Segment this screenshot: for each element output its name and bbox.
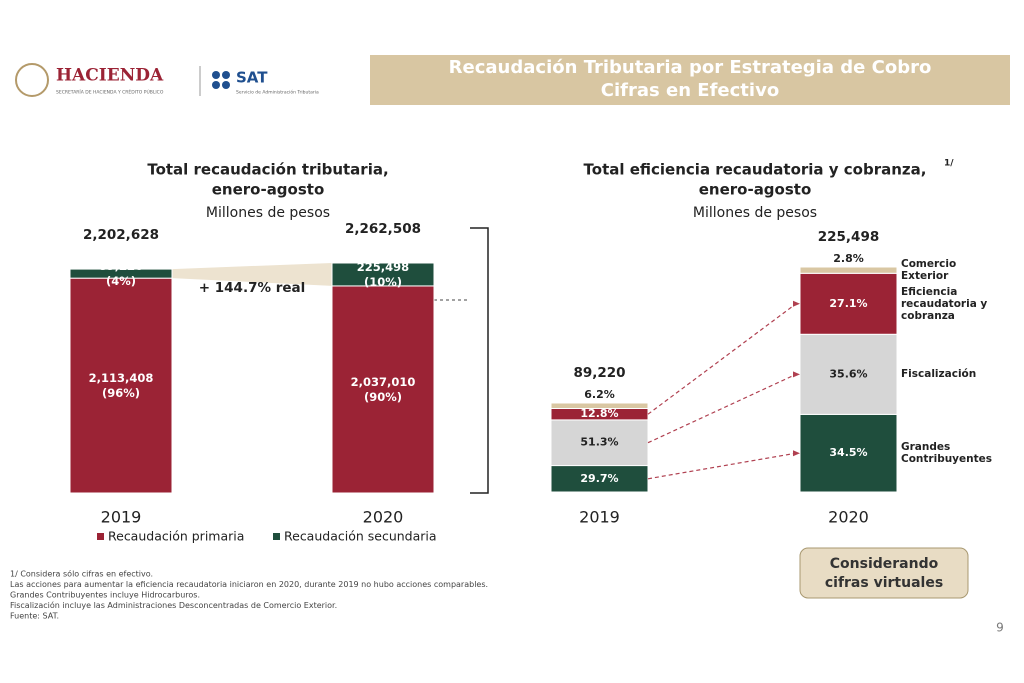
logo-dot [212, 81, 220, 89]
legend-label: Recaudación secundaria [284, 529, 437, 544]
bar-segment [331, 285, 435, 494]
annotation: + 144.7% real [199, 280, 306, 296]
series-label: Comercio Exterior [901, 258, 957, 283]
bar-segment [69, 277, 173, 494]
data-label: 89,220 [99, 259, 143, 273]
data-label: 6.2% [584, 388, 615, 401]
title-banner [370, 55, 1010, 105]
connector-head [793, 450, 800, 457]
data-label: 2,113,408 [89, 371, 154, 385]
share-label: (90%) [364, 390, 402, 404]
chart-title: enero-agosto [212, 181, 325, 199]
legend-swatch [273, 533, 280, 540]
x-tick-label: 2020 [363, 508, 404, 527]
chart-subtitle: Millones de pesos [206, 205, 330, 221]
bar-segment [799, 272, 898, 335]
legend-swatch [97, 533, 104, 540]
data-label: 34.5% [829, 446, 867, 459]
button-label[interactable]: cifras virtuales [825, 575, 943, 591]
data-label: 12.8% [580, 407, 618, 420]
x-tick-label: 2019 [579, 508, 620, 527]
button-label[interactable]: Considerando [830, 556, 939, 572]
logo-dot [212, 71, 220, 79]
footnote: Grandes Contribuyentes incluye Hidrocarb… [10, 591, 200, 600]
total-label: 89,220 [573, 365, 625, 381]
bar-segment [550, 402, 649, 409]
series-label: Fiscalización [901, 368, 977, 381]
chart-title: Total recaudación tributaria, [147, 161, 388, 179]
page-number: 9 [996, 621, 1004, 635]
button[interactable] [799, 547, 969, 599]
footnote: 1/ Considera sólo cifras en efectivo. [10, 569, 153, 579]
share-label: (10%) [364, 275, 402, 289]
x-tick-label: 2019 [101, 508, 142, 527]
data-label: 27.1% [829, 297, 867, 310]
slide-title: Recaudación Tributaria por Estrategia de… [449, 57, 932, 78]
data-label: 51.3% [580, 436, 618, 449]
logo-seal [15, 63, 49, 97]
footnote: Fuente: SAT. [10, 612, 59, 621]
footnote: Fiscalización incluye las Administracion… [10, 600, 337, 610]
logo-subtext: SECRETARÍA DE HACIENDA Y CRÉDITO PÚBLICO [56, 88, 164, 96]
logo-text: SAT [236, 69, 268, 87]
connector-head [793, 371, 800, 378]
data-label: 225,498 [357, 260, 409, 274]
title-note: 1/ [944, 159, 954, 169]
chart-subtitle: Millones de pesos [693, 205, 817, 221]
data-label: 35.6% [829, 367, 867, 380]
data-label: 29.7% [580, 472, 618, 485]
legend-label: Recaudación primaria [108, 529, 244, 544]
total-label: 2,202,628 [83, 227, 159, 243]
footnote: Las acciones para aumentar la eficiencia… [10, 580, 488, 589]
data-label: 2,037,010 [351, 375, 416, 389]
bar-segment [799, 413, 898, 493]
series-label: Eficiencia recaudatoria y cobranza [901, 285, 988, 322]
data-label: 2.8% [833, 252, 864, 265]
logo-dot [222, 71, 230, 79]
bracket [470, 227, 489, 494]
bar-segment [799, 266, 898, 274]
logo-subtext: Servicio de Administración Tributaria [236, 89, 319, 96]
logo-text: HACIENDA [56, 66, 164, 86]
x-tick-label: 2020 [828, 508, 869, 527]
total-label: 225,498 [818, 229, 880, 245]
chart-title: Total eficiencia recaudatoria y cobranza… [584, 161, 927, 179]
chart-title: enero-agosto [699, 181, 812, 199]
bar-segment [331, 262, 435, 287]
connector [647, 303, 797, 415]
growth-band [172, 263, 332, 286]
total-label: 2,262,508 [345, 221, 421, 237]
share-label: (4%) [106, 274, 136, 288]
share-label: (96%) [102, 386, 140, 400]
bar-segment [799, 333, 898, 415]
connector-head [793, 300, 800, 307]
connector [647, 452, 797, 480]
connector [647, 373, 797, 444]
bar-segment [69, 268, 173, 279]
logo-dot [222, 81, 230, 89]
slide-title: Cifras en Efectivo [601, 80, 779, 101]
series-label: Grandes Contribuyentes [901, 441, 993, 466]
